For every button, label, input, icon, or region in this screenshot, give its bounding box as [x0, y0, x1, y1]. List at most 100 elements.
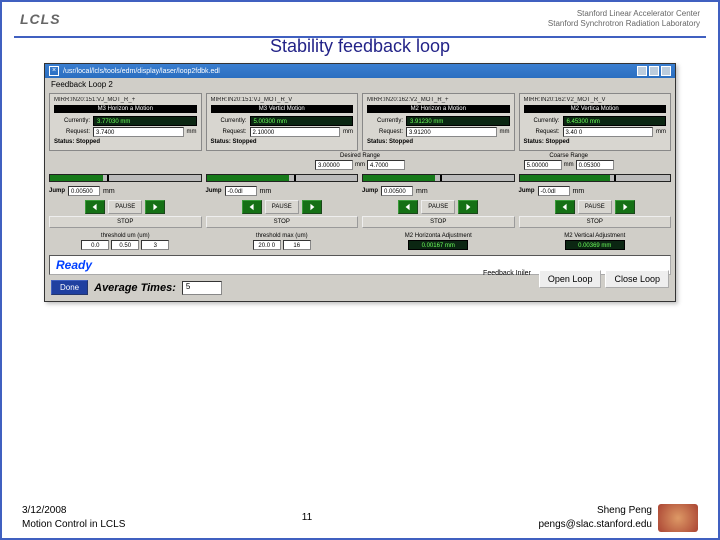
- prev-button[interactable]: [85, 200, 105, 214]
- bottom-controls: Done Average Times: 5 Feedback Iniler Op…: [45, 278, 675, 301]
- position-bar-1: [206, 174, 359, 182]
- stop-button[interactable]: STOP: [362, 216, 515, 228]
- slide-header: LCLS Stanford Linear Accelerator Center …: [2, 2, 718, 36]
- window-path: /usr/local/lcls/tools/edm/display/laser/…: [63, 68, 220, 75]
- motor-subtitle: M2 Vertica Motion: [524, 105, 667, 113]
- window-close-icon[interactable]: [661, 66, 671, 76]
- motor-subtitle: M2 Horizon a Motion: [367, 105, 510, 113]
- edm-window: × /usr/local/lcls/tools/edm/display/lase…: [44, 63, 676, 302]
- thresh-input[interactable]: 16: [283, 240, 311, 250]
- request-input[interactable]: 3.91200: [406, 127, 497, 137]
- stop-button[interactable]: STOP: [49, 216, 202, 228]
- nav-row: PAUSE PAUSE PAUSE PAUSE: [45, 198, 675, 216]
- footer-subtitle: Motion Control in LCLS: [22, 518, 202, 532]
- slide-title: Stability feedback loop: [2, 36, 718, 57]
- motor-panels: MIRR:IN20:151:VJ_MOT_R_+ M3 Horizon a Mo…: [45, 91, 675, 153]
- position-bar-3: [519, 174, 672, 182]
- request-input[interactable]: 2.10000: [250, 127, 341, 137]
- position-bar-2: [362, 174, 515, 182]
- motor-subtitle: M3 Horizon a Motion: [54, 105, 197, 113]
- range-lo-input[interactable]: 3.00000: [315, 160, 353, 170]
- motor-title: MIRR:IN20:162:V2_MOT_R_V: [524, 97, 667, 103]
- avg-times-label: Average Times:: [94, 282, 176, 294]
- m2-vert-adjust: M2 Vertical Adjustment 0.00369 mm: [519, 233, 672, 250]
- current-value: 3.77030 mm: [93, 116, 197, 126]
- jump-input[interactable]: 0.00500: [381, 186, 413, 196]
- request-input[interactable]: 3.7400: [93, 127, 184, 137]
- window-titlebar[interactable]: × /usr/local/lcls/tools/edm/display/lase…: [45, 64, 675, 78]
- stop-row: STOP STOP STOP STOP: [45, 216, 675, 231]
- threshold-max: threshold max (um) 20.0 0 16: [206, 233, 359, 250]
- prev-button[interactable]: [555, 200, 575, 214]
- maximize-icon[interactable]: [649, 66, 659, 76]
- threshold-um: threshold um (um) 0.0 0.50 3: [49, 233, 202, 250]
- jump-input[interactable]: 0.00500: [68, 186, 100, 196]
- range-lo-input[interactable]: 5.00000: [524, 160, 562, 170]
- jump-input[interactable]: -0.0dl: [225, 186, 257, 196]
- next-button[interactable]: [615, 200, 635, 214]
- coarse-range: Coarse Range 5.00000 mm 0.05300: [466, 153, 671, 170]
- status-text: Status: Stopped: [367, 139, 510, 145]
- footer-date: 3/12/2008: [22, 504, 202, 518]
- range-hi-input[interactable]: 0.05300: [576, 160, 614, 170]
- thresh-input[interactable]: 3: [141, 240, 169, 250]
- currently-label: Currently:: [54, 118, 90, 124]
- request-label: Request:: [54, 129, 90, 135]
- page-number: 11: [202, 511, 412, 525]
- thresh-input[interactable]: 0.0: [81, 240, 109, 250]
- m2-horiz-adjust: M2 Horizonta Adjustment 0.00167 mm: [362, 233, 515, 250]
- pause-button[interactable]: PAUSE: [421, 200, 455, 214]
- panel-label: Feedback Loop 2: [45, 78, 675, 91]
- adjust-value: 0.00369 mm: [565, 240, 625, 250]
- lab-line2: Stanford Synchrotron Radiation Laborator…: [548, 19, 700, 29]
- adjust-value: 0.00167 mm: [408, 240, 468, 250]
- jump-row: Jump0.00500mm Jump-0.0dlmm Jump0.00500mm…: [45, 184, 675, 198]
- status-text: Status: Stopped: [211, 139, 354, 145]
- range-row: Desired Range 3.00000 mm 4.7000 Coarse R…: [45, 153, 675, 172]
- feedback-label: Feedback Iniler: [483, 270, 531, 288]
- status-text: Status: Stopped: [524, 139, 667, 145]
- desired-range: Desired Range 3.00000 mm 4.7000: [258, 153, 463, 170]
- motor-panel-2: MIRR:IN20:162:V2_MOT_R_+ M2 Horizon a Mo…: [362, 93, 515, 151]
- footer-email: pengs@slac.stanford.edu: [412, 518, 652, 532]
- prev-button[interactable]: [398, 200, 418, 214]
- close-icon[interactable]: ×: [49, 66, 59, 76]
- thresh-input[interactable]: 20.0 0: [253, 240, 281, 250]
- close-loop-button[interactable]: Close Loop: [605, 270, 669, 288]
- slide-footer: 3/12/2008 Motion Control in LCLS 11 Shen…: [2, 504, 718, 532]
- motor-subtitle: M3 Verticl Motion: [211, 105, 354, 113]
- status-text: Status: Stopped: [54, 139, 197, 145]
- thresh-input[interactable]: 0.50: [111, 240, 139, 250]
- footer-author: Sheng Peng: [412, 504, 652, 518]
- threshold-row: threshold um (um) 0.0 0.50 3 threshold m…: [45, 231, 675, 252]
- unit: mm: [187, 129, 197, 135]
- motor-panel-0: MIRR:IN20:151:VJ_MOT_R_+ M3 Horizon a Mo…: [49, 93, 202, 151]
- motor-title: MIRR:IN20:162:V2_MOT_R_+: [367, 97, 510, 103]
- jump-label: Jump: [49, 188, 65, 194]
- avg-times-input[interactable]: 5: [182, 281, 222, 295]
- motor-panel-1: MIRR:IN20:151:VJ_MOT_R_V M3 Verticl Moti…: [206, 93, 359, 151]
- motor-title: MIRR:IN20:151:VJ_MOT_R_+: [54, 97, 197, 103]
- next-button[interactable]: [302, 200, 322, 214]
- open-loop-button[interactable]: Open Loop: [539, 270, 602, 288]
- bars-row: [45, 172, 675, 184]
- motor-title: MIRR:IN20:151:VJ_MOT_R_V: [211, 97, 354, 103]
- prev-button[interactable]: [242, 200, 262, 214]
- stop-button[interactable]: STOP: [206, 216, 359, 228]
- current-value: 3.91230 mm: [406, 116, 510, 126]
- pause-button[interactable]: PAUSE: [578, 200, 612, 214]
- stop-button[interactable]: STOP: [519, 216, 672, 228]
- lab-line1: Stanford Linear Accelerator Center: [548, 9, 700, 19]
- ssrl-logo: [658, 504, 698, 532]
- motor-panel-3: MIRR:IN20:162:V2_MOT_R_V M2 Vertica Moti…: [519, 93, 672, 151]
- pause-button[interactable]: PAUSE: [265, 200, 299, 214]
- jump-input[interactable]: -0.0dl: [538, 186, 570, 196]
- minimize-icon[interactable]: [637, 66, 647, 76]
- done-button[interactable]: Done: [51, 280, 88, 295]
- request-input[interactable]: 3.40 0: [563, 127, 654, 137]
- pause-button[interactable]: PAUSE: [108, 200, 142, 214]
- lab-name: Stanford Linear Accelerator Center Stanf…: [548, 9, 700, 28]
- next-button[interactable]: [458, 200, 478, 214]
- range-hi-input[interactable]: 4.7000: [367, 160, 405, 170]
- next-button[interactable]: [145, 200, 165, 214]
